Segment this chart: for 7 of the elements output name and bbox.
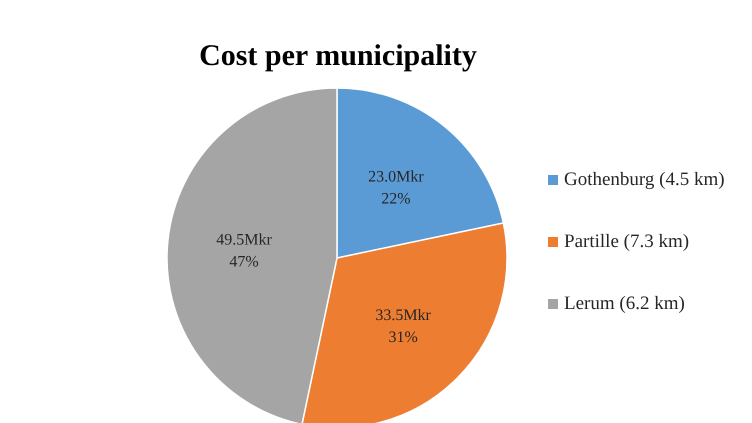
data-label: 23.0Mkr 22% (368, 168, 424, 208)
data-label: 33.5Mkr 31% (375, 307, 432, 346)
chart-title: Cost per municipality (199, 39, 477, 72)
data-label: 49.5Mkr 47% (216, 231, 272, 270)
legend-label: Lerum (6.2 km) (564, 293, 685, 314)
legend-label: Gothenburg (4.5 km) (564, 169, 725, 190)
legend-label: Partille (7.3 km) (564, 231, 690, 252)
